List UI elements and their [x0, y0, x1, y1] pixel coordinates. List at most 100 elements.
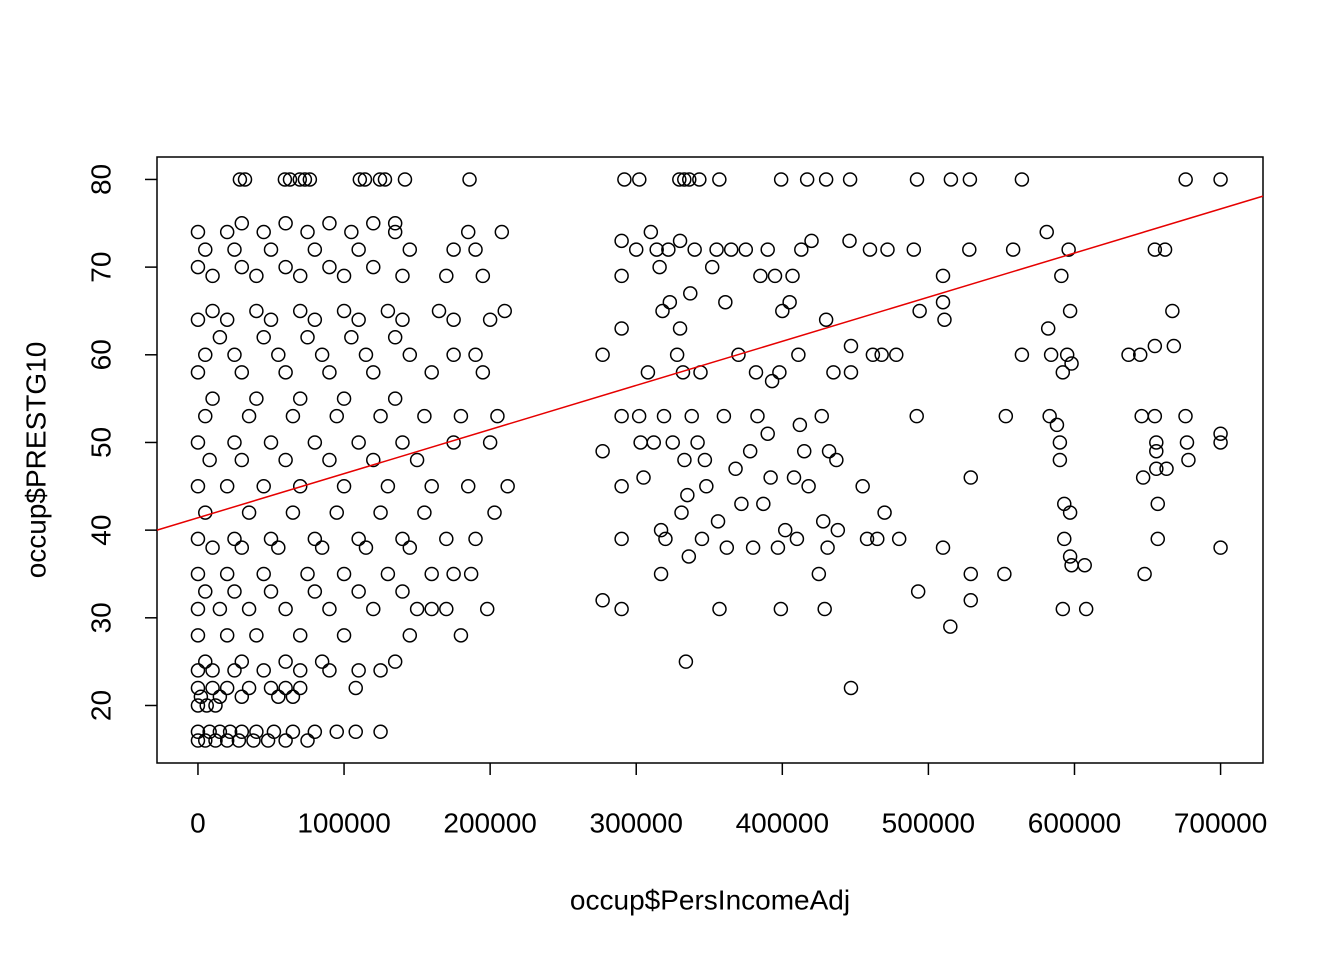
- point: [859, 531, 875, 547]
- point: [463, 566, 479, 582]
- point: [1055, 365, 1071, 380]
- point: [453, 408, 469, 424]
- point: [219, 479, 235, 494]
- point: [219, 566, 235, 582]
- point: [799, 172, 815, 187]
- point: [697, 452, 713, 468]
- point: [366, 601, 381, 617]
- point: [794, 242, 809, 257]
- point: [595, 593, 610, 608]
- point: [767, 268, 783, 284]
- x-tick-label: 700000: [1174, 807, 1267, 838]
- point: [373, 505, 388, 520]
- point: [1137, 566, 1152, 582]
- x-tick-label: 300000: [590, 807, 683, 838]
- point: [344, 224, 359, 240]
- point: [282, 172, 298, 187]
- point: [842, 172, 858, 187]
- x-tick-label: 600000: [1028, 807, 1121, 838]
- point: [1213, 540, 1228, 555]
- point: [314, 540, 330, 555]
- point: [263, 531, 279, 547]
- point: [963, 566, 979, 582]
- point: [357, 172, 373, 187]
- point: [285, 724, 301, 740]
- point: [1064, 557, 1079, 573]
- point: [212, 601, 228, 617]
- point: [830, 522, 846, 538]
- point: [482, 435, 498, 450]
- point: [292, 479, 308, 494]
- point: [387, 224, 403, 240]
- point: [373, 663, 388, 678]
- point: [241, 408, 257, 424]
- point: [661, 242, 676, 257]
- point: [336, 268, 352, 284]
- point: [490, 408, 505, 424]
- point: [232, 172, 248, 187]
- point: [935, 294, 951, 310]
- point: [373, 408, 388, 424]
- point: [482, 312, 498, 327]
- point: [1043, 347, 1059, 363]
- point: [760, 426, 775, 441]
- point: [738, 242, 754, 257]
- point: [329, 408, 344, 424]
- point: [843, 365, 859, 380]
- point: [285, 408, 301, 424]
- point: [962, 172, 978, 187]
- point: [792, 417, 808, 433]
- y-tick-label: 40: [85, 515, 116, 546]
- point: [285, 689, 301, 704]
- point: [760, 242, 775, 257]
- point: [1135, 470, 1151, 485]
- point: [271, 347, 286, 363]
- point: [249, 391, 264, 406]
- point: [820, 540, 835, 555]
- point: [190, 224, 206, 240]
- point: [190, 435, 206, 450]
- point: [329, 505, 344, 520]
- point: [891, 531, 907, 547]
- point: [468, 347, 483, 363]
- point: [1061, 242, 1076, 257]
- point: [377, 172, 393, 187]
- point: [614, 479, 629, 494]
- point: [202, 452, 217, 468]
- point: [468, 531, 483, 547]
- point: [1062, 505, 1078, 520]
- point: [446, 312, 461, 327]
- point: [1078, 601, 1094, 617]
- point: [1149, 435, 1164, 450]
- point: [336, 566, 352, 582]
- point: [387, 216, 403, 231]
- point: [750, 408, 765, 424]
- point: [843, 338, 859, 354]
- point: [818, 172, 834, 187]
- point: [709, 242, 724, 257]
- point: [1179, 435, 1195, 450]
- point: [656, 408, 672, 424]
- point: [1134, 408, 1149, 424]
- y-tick-label: 50: [85, 427, 116, 458]
- point: [219, 680, 235, 696]
- point: [675, 365, 691, 380]
- point: [763, 470, 778, 485]
- point: [1213, 435, 1228, 450]
- point: [692, 172, 707, 187]
- point: [658, 531, 673, 547]
- point: [431, 303, 447, 319]
- point: [380, 303, 396, 319]
- point: [307, 242, 323, 257]
- point: [278, 259, 293, 275]
- point: [719, 540, 735, 555]
- point: [811, 566, 827, 582]
- x-tick-label: 0: [190, 807, 206, 838]
- point: [271, 540, 286, 555]
- point: [595, 443, 610, 459]
- point: [292, 268, 308, 284]
- point: [307, 531, 323, 547]
- point: [672, 233, 688, 249]
- point: [212, 724, 228, 740]
- point: [963, 593, 979, 608]
